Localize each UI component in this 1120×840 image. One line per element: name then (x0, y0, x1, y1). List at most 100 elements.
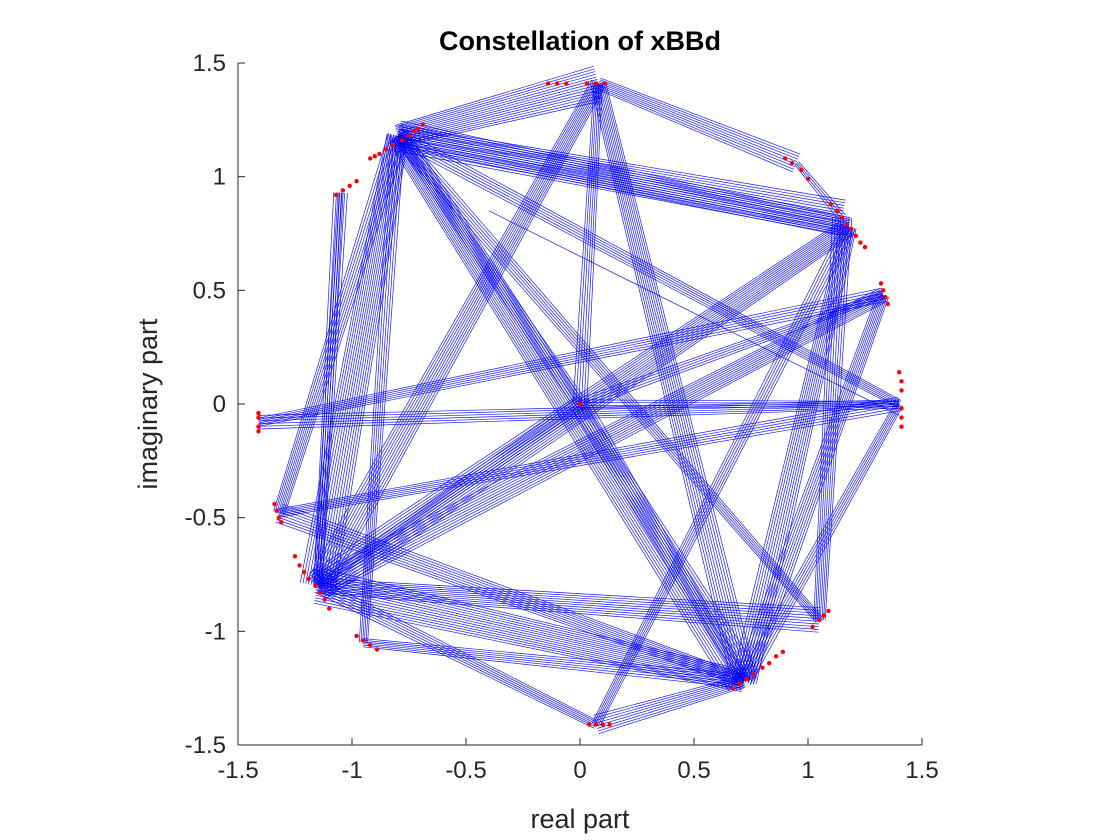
symbol-point (256, 424, 261, 429)
y-tick-label: 0 (213, 391, 226, 418)
trajectory-line (742, 226, 849, 682)
trajectory-line (598, 83, 746, 682)
symbol-point (297, 563, 302, 568)
trajectory-line (813, 216, 833, 620)
trajectory-line (274, 133, 392, 513)
trajectory-line (310, 220, 846, 576)
symbol-point (384, 147, 389, 152)
symbol-point (306, 576, 311, 582)
symbol-point (737, 681, 742, 686)
trajectory-line (398, 128, 850, 224)
trajectory-line (400, 129, 902, 401)
symbol-point (555, 81, 560, 86)
trajectory-line (396, 139, 842, 225)
symbol-point (607, 722, 612, 727)
trajectory-line (397, 81, 598, 136)
trajectory-line (395, 144, 848, 233)
trajectory-line (360, 135, 394, 643)
symbol-point (327, 606, 332, 611)
trajectory-line (323, 85, 603, 590)
trajectory-line (752, 296, 889, 685)
trajectory-line (277, 516, 744, 685)
trajectory-line (734, 292, 879, 679)
trajectory-line (398, 129, 844, 209)
symbol-point (899, 424, 904, 429)
trajectory-line (583, 401, 747, 681)
trajectory-line (312, 221, 846, 579)
trajectory-line (796, 162, 844, 217)
trajectory-line (396, 139, 849, 230)
trajectory-line (396, 136, 820, 621)
symbol-point (313, 583, 318, 589)
y-axis-label: imaginary part (133, 318, 163, 490)
trajectory-line (365, 135, 403, 643)
trajectory-line (328, 86, 606, 592)
trajectory-line (596, 86, 795, 170)
trajectory-line (313, 135, 396, 586)
trajectory-line (593, 677, 744, 719)
trajectory-line (745, 295, 885, 682)
trajectory-line (315, 594, 743, 688)
symbol-point (885, 301, 890, 307)
trajectory-line (394, 65, 594, 126)
trajectory-line (315, 589, 596, 728)
trajectory-line (258, 404, 900, 424)
symbol-point (584, 81, 589, 86)
trajectory-line (317, 591, 819, 630)
trajectory-line (585, 400, 749, 680)
trajectory-line (597, 228, 854, 726)
trajectory-line (396, 73, 596, 131)
trajectory-line (397, 136, 849, 228)
symbol-point (899, 415, 904, 420)
trajectory-line (394, 150, 848, 236)
trajectory-line (824, 218, 853, 621)
y-ticks: -1.5 -1 -0.5 0 0.5 1 1.5 (185, 50, 245, 759)
trajectory-line (578, 404, 744, 682)
symbol-point (374, 647, 380, 652)
y-tick-label: -1.5 (185, 732, 226, 759)
trajectory-line (276, 519, 743, 686)
symbol-point (354, 179, 359, 184)
trajectory-line (318, 192, 342, 586)
symbol-point (354, 633, 359, 639)
trajectory-line (575, 83, 597, 404)
symbol-point (767, 661, 772, 666)
trajectory-line (308, 134, 393, 585)
trajectory-line (276, 134, 395, 513)
trajectory-line (363, 644, 744, 686)
symbol-point (899, 388, 904, 393)
symbol-point (858, 240, 863, 245)
trajectory-line (576, 405, 743, 683)
trajectory-line (317, 587, 820, 625)
trajectory-line (399, 131, 901, 403)
trajectory-line (398, 131, 850, 225)
y-tick-label: 1.5 (193, 50, 226, 77)
trajectory-line (279, 407, 900, 516)
trajectory-line (326, 136, 404, 588)
trajectory-line (596, 227, 851, 726)
trajectory-line (745, 226, 851, 682)
trajectory-line (398, 87, 600, 139)
symbol-point (274, 508, 279, 513)
trajectory-line (400, 100, 603, 147)
symbol-point (317, 590, 323, 595)
trajectory-line (596, 683, 746, 729)
trajectory-line (603, 82, 754, 680)
trajectory-line (316, 400, 578, 585)
trajectory-line (314, 591, 595, 729)
trajectory-line (318, 584, 745, 681)
trajectory-line (816, 217, 839, 620)
trajectory-line (798, 161, 846, 216)
symbol-point (390, 142, 396, 147)
trajectory-line (593, 224, 846, 724)
trajectory-line (399, 126, 851, 222)
trajectory-line (400, 132, 822, 619)
symbol-point (340, 188, 346, 193)
trajectory-line (282, 137, 405, 515)
trajectory-line (313, 82, 597, 585)
symbol-point (810, 624, 815, 629)
trajectory-line (258, 402, 900, 422)
symbol-point (883, 295, 888, 300)
trajectory-line (579, 399, 900, 402)
symbol-point (322, 597, 327, 602)
